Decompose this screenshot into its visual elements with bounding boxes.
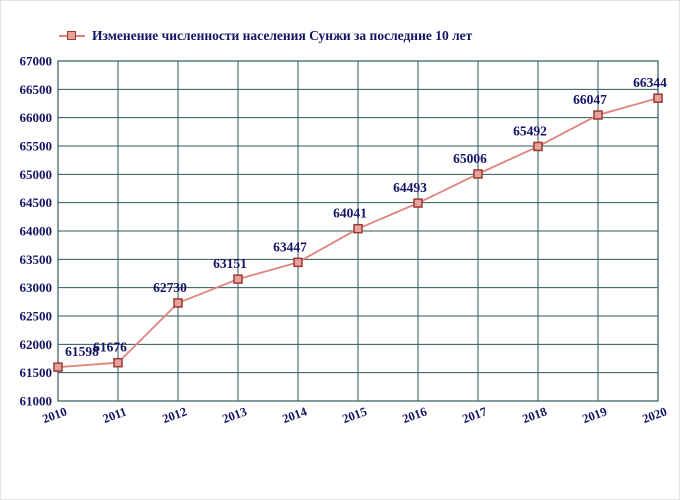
data-point-label: 64493 [393,180,427,195]
data-point-marker [293,257,303,268]
y-axis-tick-label: 61500 [20,365,53,380]
x-axis-tick-label: 2020 [640,404,668,426]
y-axis-tick-label: 65500 [20,139,53,154]
data-point-marker [533,141,543,152]
data-point-label: 66047 [573,92,607,107]
data-point-label: 63447 [273,239,307,254]
data-point-label: 65006 [453,151,487,166]
x-axis-tick-label: 2012 [160,404,188,426]
y-axis-tick-label: 64500 [20,195,53,210]
data-point-label: 62730 [153,280,187,295]
x-axis-tick-label: 2015 [340,404,368,426]
x-axis-tick-label: 2018 [520,404,548,426]
y-axis-tick-label: 65000 [20,167,53,182]
legend: Изменение численности населения Сунжи за… [59,28,472,44]
data-point-marker [53,362,63,372]
data-point-marker [593,110,603,120]
data-point-marker [413,198,423,208]
y-axis-tick-label: 61000 [20,394,53,409]
data-point-marker [173,298,183,308]
data-point-label: 65492 [513,123,547,138]
data-point-marker [653,93,663,103]
x-axis-tick-label: 2019 [580,404,608,426]
y-axis-tick-label: 66500 [20,82,53,97]
y-axis-tick-label: 66000 [20,110,53,125]
data-point-label: 64041 [333,206,367,221]
line-with-square-marker-icon [59,31,85,41]
data-point-label: 63151 [213,256,247,271]
data-point-marker [473,169,483,179]
x-axis-tick-label: 2017 [460,404,488,426]
y-axis-tick-label: 64000 [20,224,53,239]
data-point-marker [233,274,243,284]
data-point-label: 66344 [633,75,667,90]
legend-label: Изменение численности населения Сунжи за… [92,28,473,43]
data-point-label: 61598 [65,344,99,359]
y-axis-tick-label: 63000 [20,280,53,295]
y-axis-tick-label: 62000 [20,337,53,352]
x-axis-tick-label: 2013 [220,404,248,426]
x-axis-tick-label: 2011 [101,405,129,426]
data-point-marker [353,223,363,234]
y-axis-tick-label: 63500 [20,252,53,267]
y-axis-tick-label: 62500 [20,309,53,324]
x-axis-tick-label: 2016 [400,404,428,426]
data-point-label: 61676 [93,340,127,355]
data-point-marker [113,357,123,368]
y-axis-tick-label: 67000 [20,54,53,69]
x-axis-tick-label: 2014 [280,404,309,426]
